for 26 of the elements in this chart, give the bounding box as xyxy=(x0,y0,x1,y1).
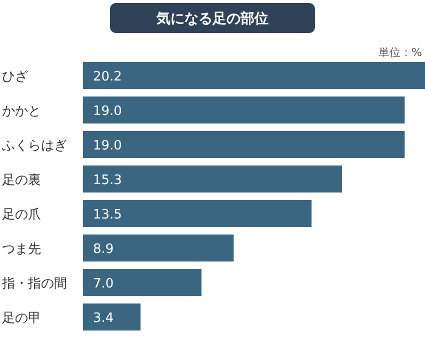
bar xyxy=(83,304,141,330)
text: 単位：% xyxy=(378,46,422,59)
chart-title: 気になる足の部位 xyxy=(156,10,268,27)
bar xyxy=(83,96,405,124)
data-label: 19.0 xyxy=(93,138,122,154)
data-label: 7.0 xyxy=(93,276,114,292)
bar xyxy=(83,269,202,296)
y-tick-label: 足の甲 xyxy=(2,311,41,326)
y-tick-label: かかと xyxy=(2,104,41,119)
y-tick-label: 指・指の間 xyxy=(1,276,67,292)
y-tick-label: ふくらはぎ xyxy=(1,138,67,154)
y-tick-label: 足の爪 xyxy=(2,208,41,222)
data-label: 20.2 xyxy=(93,70,122,84)
bar xyxy=(83,234,234,262)
data-label: 15.3 xyxy=(93,173,122,188)
bar xyxy=(83,166,342,192)
data-label: 8.9 xyxy=(93,242,114,257)
data-label: 19.0 xyxy=(93,104,122,119)
bar xyxy=(83,131,405,158)
y-tick-label: ひざ xyxy=(2,70,28,84)
data-label: 3.4 xyxy=(93,311,114,326)
y-tick-label: つま先 xyxy=(2,242,41,257)
bar xyxy=(83,200,312,227)
data-label: 13.5 xyxy=(93,208,122,222)
bar xyxy=(83,62,425,89)
y-tick-label: 足の裏 xyxy=(2,173,41,188)
